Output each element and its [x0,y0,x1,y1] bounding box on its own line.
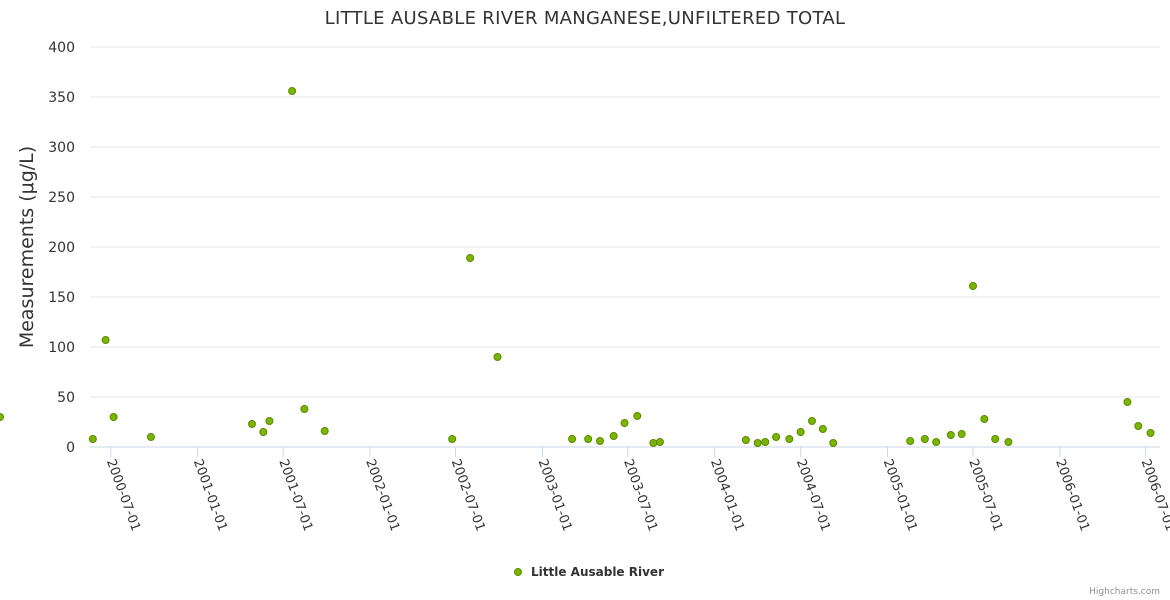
data-point[interactable] [957,430,966,438]
legend[interactable]: Little Ausable River [514,565,665,579]
data-point[interactable] [796,428,805,436]
y-axis-ticks: 0 50 100 150 200 250 300 350 400 [48,40,75,456]
grid-lines [90,46,1160,398]
data-point[interactable] [584,435,593,443]
data-point[interactable] [932,438,941,446]
data-points [0,87,1155,447]
data-point[interactable] [655,438,664,446]
y-tick-label: 300 [48,140,75,156]
data-point[interactable] [300,405,309,413]
data-point[interactable] [1146,429,1155,437]
credits[interactable]: Highcharts.com [1089,587,1160,597]
data-point[interactable] [1134,422,1143,430]
y-tick-label: 200 [48,240,75,256]
data-point[interactable] [753,439,762,447]
y-tick-label: 150 [48,290,75,306]
data-point[interactable] [818,425,827,433]
data-point[interactable] [265,417,274,425]
data-point[interactable] [829,439,838,447]
data-point[interactable] [761,438,770,446]
data-point[interactable] [288,87,297,95]
data-point[interactable] [247,420,256,428]
data-point[interactable] [609,432,618,440]
data-point[interactable] [146,433,155,441]
data-point[interactable] [320,427,329,435]
data-point[interactable] [741,436,750,444]
data-point[interactable] [1123,398,1132,406]
data-point[interactable] [906,437,915,445]
data-point[interactable] [448,435,457,443]
legend-marker [514,568,522,576]
data-point[interactable] [649,439,658,447]
y-tick-label: 400 [48,40,75,56]
data-point[interactable] [88,435,97,443]
chart-title: LITTLE AUSABLE RIVER MANGANESE,UNFILTERE… [325,8,846,29]
y-tick-label: 0 [66,440,75,456]
data-point[interactable] [772,433,781,441]
y-tick-label: 100 [48,340,75,356]
legend-label[interactable]: Little Ausable River [531,565,664,579]
y-tick-label: 250 [48,190,75,206]
y-tick-label: 50 [57,390,75,406]
data-point[interactable] [101,336,110,344]
y-tick-label: 350 [48,90,75,106]
y-axis-label: Measurements (μg/L) [16,146,38,348]
data-point[interactable] [466,254,475,262]
data-point[interactable] [595,437,604,445]
data-point[interactable] [807,417,816,425]
data-point[interactable] [493,353,502,361]
data-point[interactable] [920,435,929,443]
data-point[interactable] [991,435,1000,443]
data-point[interactable] [946,431,955,439]
data-point[interactable] [620,419,629,427]
data-point[interactable] [568,435,577,443]
data-point[interactable] [633,412,642,420]
data-point[interactable] [785,435,794,443]
data-point[interactable] [980,415,989,423]
data-point[interactable] [259,428,268,436]
data-point[interactable] [109,413,118,421]
data-point[interactable] [0,413,4,421]
data-point[interactable] [1004,438,1013,446]
data-point[interactable] [969,282,978,290]
